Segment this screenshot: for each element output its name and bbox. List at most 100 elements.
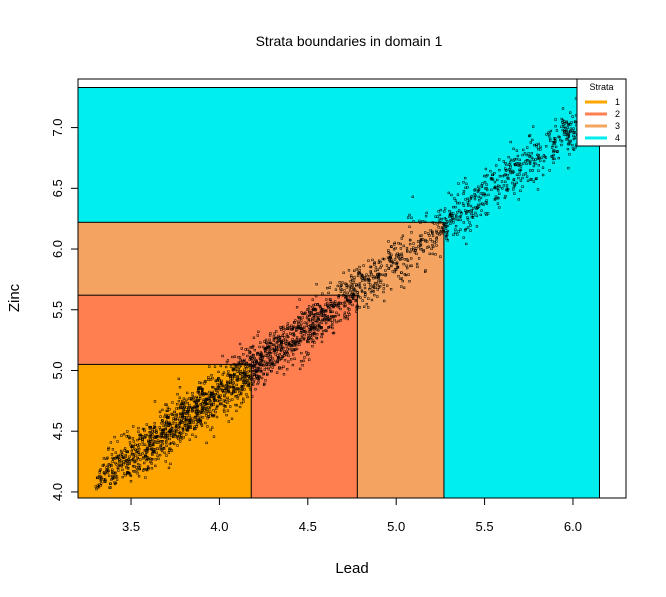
data-point [273,332,276,335]
data-point [396,266,399,269]
data-point [403,258,407,261]
data-point [443,222,446,225]
data-point [343,292,346,295]
data-point [288,347,291,351]
data-point [143,436,146,439]
data-point [305,316,309,320]
data-point [271,366,274,369]
scatter-points [94,95,601,491]
data-point [166,406,170,409]
data-point [206,408,209,411]
data-point [277,367,281,370]
y-axis: 4.0 4.5 5.0 5.5 6.0 6.5 7.0 [50,119,79,501]
data-point [424,269,427,272]
data-point [133,470,136,473]
data-point [134,448,137,451]
data-point [437,210,440,213]
data-point [392,261,395,265]
data-point [109,482,112,485]
data-point [469,224,472,227]
data-point [377,286,381,289]
data-point [237,356,240,359]
data-point [489,178,493,181]
x-tick-label: 5.5 [476,519,494,534]
data-point [555,129,559,132]
data-point [186,391,189,395]
data-point [307,328,311,331]
data-point [399,242,402,246]
data-point [238,405,242,409]
data-point [503,196,507,200]
data-point [329,298,332,301]
data-point [115,455,118,458]
data-point [178,431,182,434]
data-point [348,284,351,288]
data-point [376,275,379,279]
data-point [405,246,409,250]
data-point [154,448,157,451]
data-point [156,454,159,457]
data-point [251,360,255,363]
data-point [320,321,324,324]
data-point [292,334,296,337]
data-point [174,418,178,421]
data-point [193,409,196,413]
data-point [397,275,400,278]
data-point [422,250,425,253]
data-point [214,388,217,391]
data-point [239,372,242,375]
data-point [358,272,361,275]
data-point [267,354,270,357]
data-point [279,340,283,343]
data-point [294,342,298,345]
data-point [343,305,346,308]
data-point [276,359,279,362]
data-point [282,352,286,355]
data-point [341,302,344,305]
data-point [275,347,279,351]
data-point [128,473,132,476]
data-point [515,173,519,176]
data-point [446,239,449,242]
data-point [185,398,188,401]
data-point [262,373,265,376]
data-point [138,448,141,451]
data-point [105,468,108,472]
data-point [572,148,576,151]
data-point [466,186,469,189]
data-point [354,299,357,303]
data-point [151,428,154,431]
data-point [182,405,186,408]
data-point [449,214,452,217]
data-point [167,424,170,428]
y-tick-label: 6.0 [50,240,65,258]
data-point [355,268,358,271]
data-point [300,319,303,322]
data-point [364,291,367,295]
data-point [446,224,449,228]
data-point [183,424,187,427]
data-point [415,262,419,266]
data-point [339,319,343,322]
data-point [161,430,165,434]
data-point [279,341,283,344]
data-point [122,472,126,475]
data-point [355,310,358,313]
data-point [462,236,465,239]
data-point [373,275,377,279]
data-point [134,460,137,463]
data-point [445,231,449,234]
data-point [518,170,521,173]
data-point [314,294,318,298]
data-point [173,410,176,414]
data-point [393,270,396,274]
data-point [300,336,304,340]
data-point [225,398,228,401]
data-point [557,156,560,160]
data-point [566,126,569,129]
data-point [121,453,124,456]
data-point [435,244,438,247]
data-point [297,341,300,344]
data-point [418,234,422,238]
data-point [160,440,163,443]
